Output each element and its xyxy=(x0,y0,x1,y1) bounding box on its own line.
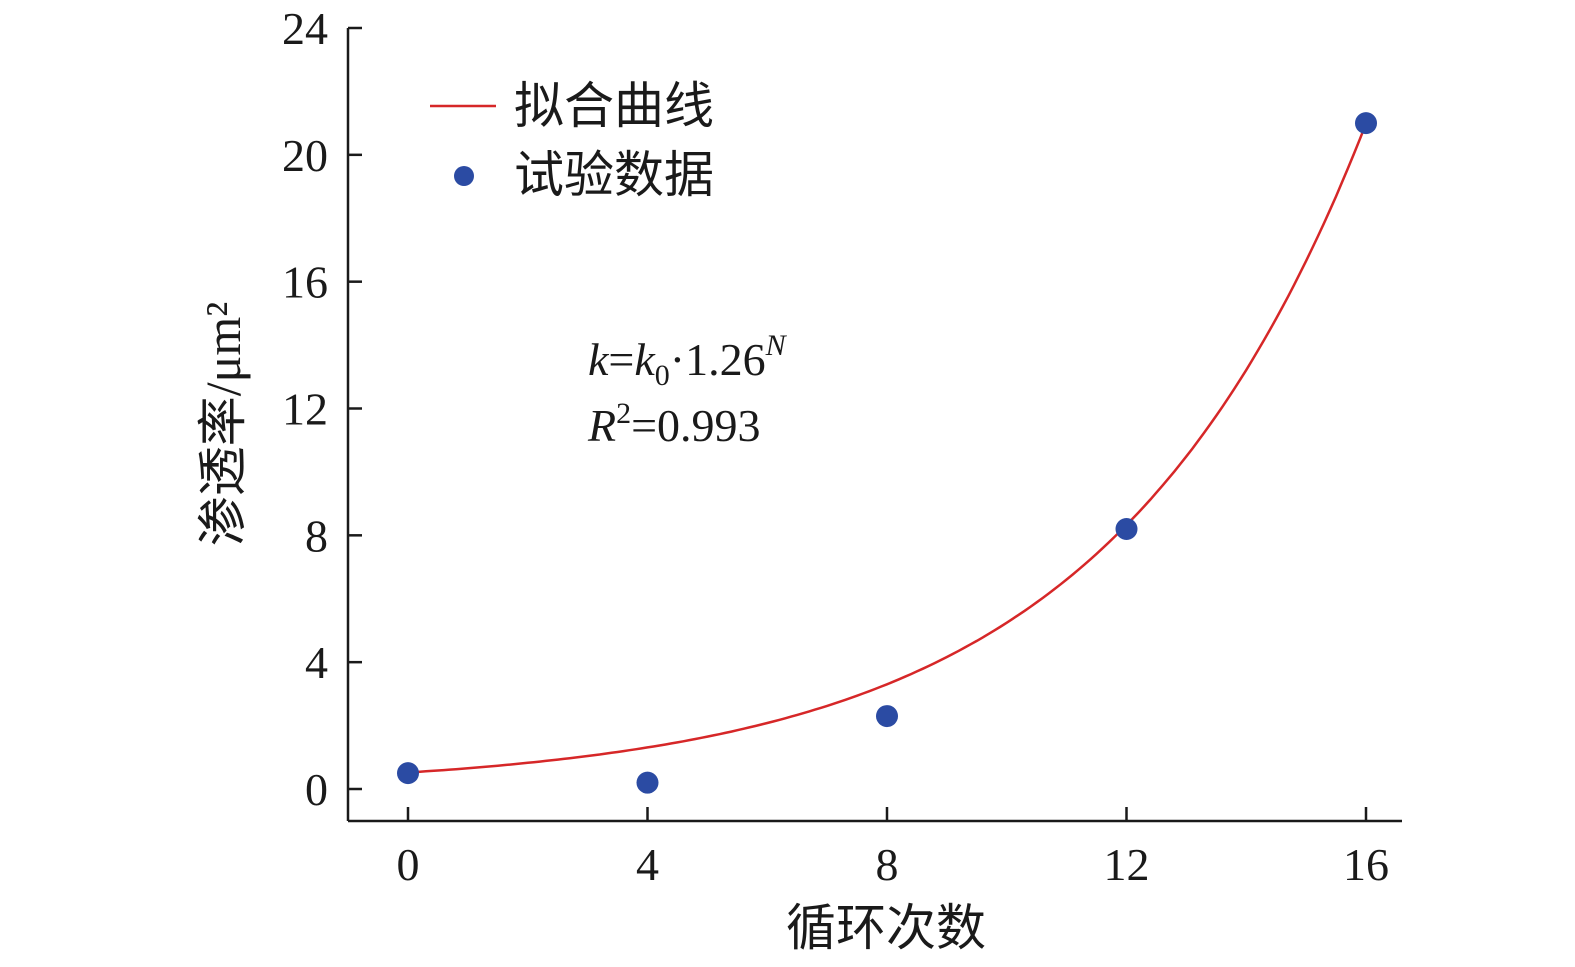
data-point xyxy=(876,705,898,728)
y-axis-title: 渗透率/μm² xyxy=(195,302,251,547)
y-axis-ticks: 0 4 8 12 16 20 24 xyxy=(282,3,362,815)
x-tick-label: 0 xyxy=(397,839,420,890)
legend-label-fit: 拟合曲线 xyxy=(514,78,714,134)
x-tick-label: 12 xyxy=(1104,839,1150,890)
x-tick-label: 8 xyxy=(876,839,899,890)
r-squared-annotation: R2=0.993 xyxy=(587,397,761,451)
y-tick-label: 12 xyxy=(282,384,328,435)
x-tick-label: 16 xyxy=(1343,839,1389,890)
fit-curve-line xyxy=(407,123,1368,774)
y-tick-label: 20 xyxy=(282,130,328,181)
y-tick-label: 4 xyxy=(305,637,328,688)
y-tick-label: 24 xyxy=(282,3,328,54)
data-point xyxy=(1115,517,1138,540)
data-point xyxy=(397,762,419,785)
legend: 拟合曲线 试验数据 xyxy=(430,78,714,203)
data-point xyxy=(636,771,659,794)
x-tick-label: 4 xyxy=(636,839,659,890)
x-axis-ticks: 0 4 8 12 16 xyxy=(397,807,1389,890)
equation-annotation: k=k0·1.26N xyxy=(588,329,788,392)
y-tick-label: 0 xyxy=(305,764,328,815)
data-points xyxy=(397,112,1377,794)
y-tick-label: 16 xyxy=(282,257,328,308)
x-axis-title: 循环次数 xyxy=(786,900,986,956)
legend-label-data: 试验数据 xyxy=(514,147,714,203)
y-tick-label: 8 xyxy=(305,510,328,561)
legend-dot-swatch xyxy=(454,166,474,186)
data-point xyxy=(1355,112,1377,135)
